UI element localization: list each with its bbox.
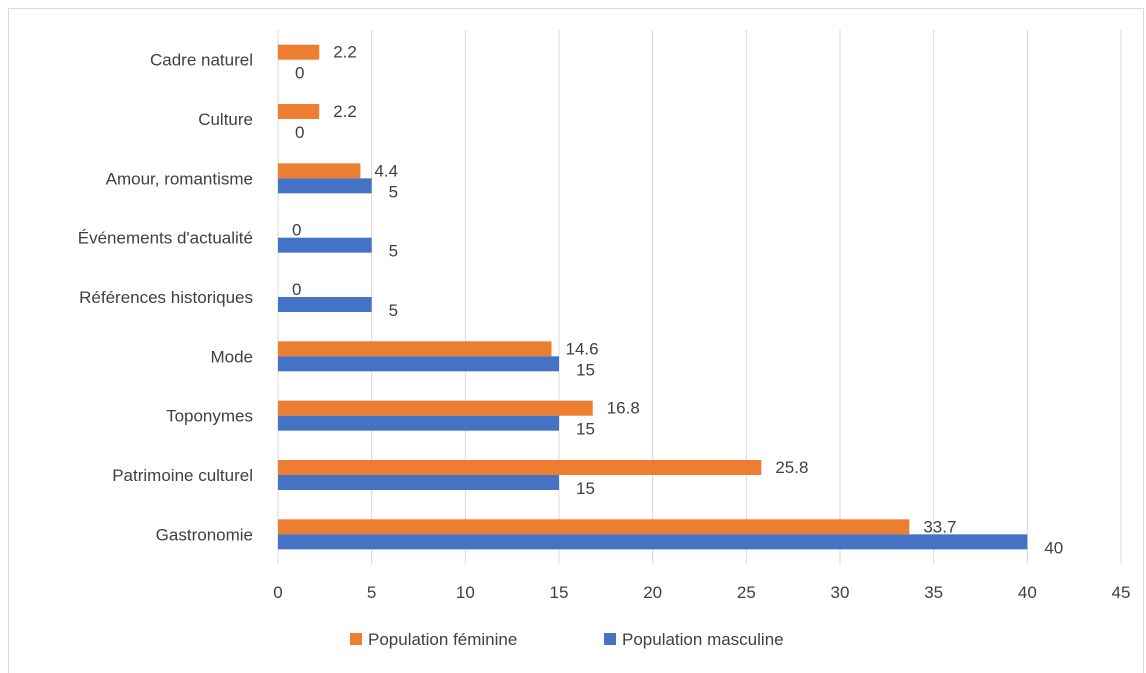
category-label: Gastronomie xyxy=(156,525,253,544)
data-label-masculine: 15 xyxy=(576,360,595,379)
x-tick-label: 30 xyxy=(831,583,850,602)
data-label-masculine: 5 xyxy=(389,182,398,201)
bar-population-masculine xyxy=(278,178,372,194)
data-label-masculine: 40 xyxy=(1044,538,1063,557)
x-tick-label: 45 xyxy=(1112,583,1131,602)
data-label-feminine: 0 xyxy=(292,221,301,240)
category-label: Patrimoine culturel xyxy=(112,466,253,485)
legend-item-masculine: Population masculine xyxy=(622,630,784,649)
x-tick-label: 20 xyxy=(643,583,662,602)
category-labels: Gastronomie Patrimoine culturel Toponymes M… xyxy=(78,51,253,545)
bar-population-feminine xyxy=(278,44,320,60)
legend-swatch xyxy=(350,633,362,645)
bar-population-feminine xyxy=(278,163,361,179)
x-tick-label: 25 xyxy=(737,583,756,602)
data-label-feminine: 14.6 xyxy=(566,339,599,358)
category-label: Références historiques xyxy=(79,288,253,307)
bar-population-masculine xyxy=(278,534,1028,550)
x-tick-labels: 0 5 10 15 20 25 30 35 40 45 xyxy=(273,583,1130,602)
data-label-masculine: 15 xyxy=(576,479,595,498)
data-label-feminine: 16.8 xyxy=(607,399,640,418)
bar-population-masculine xyxy=(278,475,559,490)
bar-population-masculine xyxy=(278,237,372,253)
data-label-masculine: 0 xyxy=(295,64,304,83)
x-tick-label: 10 xyxy=(456,583,475,602)
legend: Population féminine Population masculine xyxy=(350,630,784,649)
x-tick-label: 40 xyxy=(1018,583,1037,602)
x-tick-label: 15 xyxy=(550,583,569,602)
x-tick-label: 5 xyxy=(367,583,376,602)
data-label-feminine: 0 xyxy=(292,280,301,299)
data-label-feminine: 2.2 xyxy=(333,43,357,62)
legend-swatch xyxy=(604,633,616,645)
legend-item-feminine: Population féminine xyxy=(368,630,517,649)
data-label-masculine: 0 xyxy=(295,123,304,142)
data-label-feminine: 33.7 xyxy=(923,517,956,536)
bar-population-feminine xyxy=(278,460,762,475)
data-label-feminine: 25.8 xyxy=(775,458,808,477)
data-labels: 33.7 40 25.8 15 16.8 15 14.6 15 0 5 0 5 4.4 5 2.2 0 2.2 0 xyxy=(292,43,1063,558)
bar-population-masculine xyxy=(278,356,559,372)
category-label: Événements d'actualité xyxy=(78,229,253,248)
data-label-feminine: 2.2 xyxy=(333,102,357,121)
bars xyxy=(278,44,1028,550)
data-label-feminine: 4.4 xyxy=(374,161,398,180)
chart-frame xyxy=(8,8,1144,673)
data-label-masculine: 5 xyxy=(389,242,398,261)
category-label: Amour, romantisme xyxy=(106,169,253,188)
bar-population-masculine xyxy=(278,297,372,312)
category-label: Toponymes xyxy=(166,407,253,426)
bar-population-feminine xyxy=(278,519,910,535)
category-label: Culture xyxy=(198,110,253,129)
bar-population-feminine xyxy=(278,400,593,416)
data-label-masculine: 15 xyxy=(576,420,595,439)
x-tick-label: 0 xyxy=(273,583,282,602)
bar-population-feminine xyxy=(278,104,320,119)
bar-population-feminine xyxy=(278,341,552,357)
bar-population-masculine xyxy=(278,415,559,431)
data-label-masculine: 5 xyxy=(389,301,398,320)
x-tick-label: 35 xyxy=(924,583,943,602)
category-label: Cadre naturel xyxy=(150,51,253,70)
category-label: Mode xyxy=(210,347,253,366)
